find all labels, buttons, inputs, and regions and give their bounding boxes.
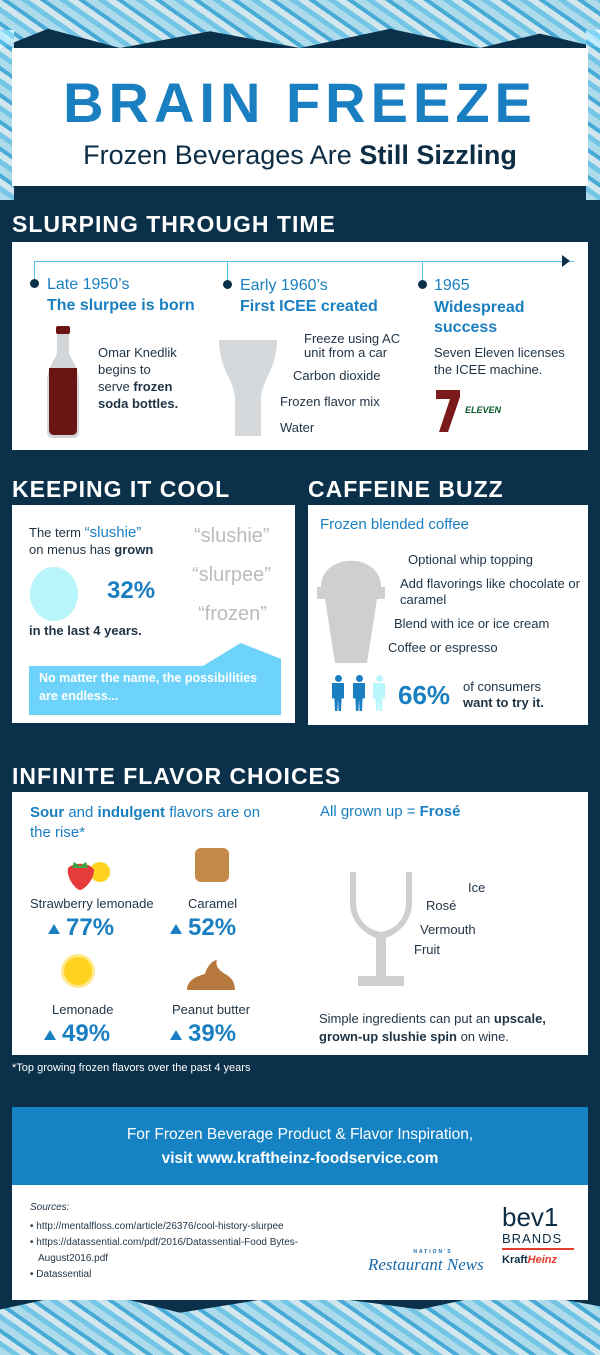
coffee-layer: Blend with ice or ice cream: [394, 616, 550, 631]
frost-decoration: [0, 30, 14, 200]
frose-title: All grown up = Frosé: [320, 803, 461, 820]
era-label: 1965: [434, 277, 470, 294]
term-frozen: “frozen”: [198, 603, 267, 625]
frost-decoration: [0, 0, 600, 48]
subtitle-text: Frozen Beverages Are: [83, 140, 360, 170]
seven-eleven-wordmark: ELEVEN: [465, 405, 502, 415]
caramel-icon: [195, 848, 229, 882]
event-desc: Omar Knedlik begins to serve frozen soda…: [98, 345, 179, 411]
peanut-butter-icon: [187, 960, 235, 990]
coffee-layer: Add flavorings like chocolate or caramel: [400, 576, 580, 607]
flavors-intro: Sour and indulgent flavors are on the ri…: [30, 804, 261, 841]
source-item: • Datassential: [30, 1269, 92, 1280]
frose-layer: Fruit: [414, 942, 440, 957]
header-panel: BRAIN FREEZE Frozen Beverages Are Still …: [12, 48, 588, 186]
source-item[interactable]: • http://mentalfloss.com/article/26376/c…: [30, 1221, 284, 1232]
cta-link[interactable]: visit www.kraftheinz-foodservice.com: [161, 1150, 439, 1167]
coffee-layer: Coffee or espresso: [388, 640, 498, 655]
frose-layer: Ice: [468, 880, 486, 895]
seven-eleven-logo: ELEVEN: [434, 388, 524, 434]
section-heading-caffeine: CAFFEINE BUZZ: [308, 476, 504, 502]
section-heading-flavors: INFINITE FLAVOR CHOICES: [12, 763, 342, 789]
caffeine-panel: Frozen blended coffee Optional whip topp…: [308, 505, 588, 725]
term-slushie: “slushie”: [194, 525, 270, 547]
subtitle-bold: Still Sizzling: [359, 140, 517, 170]
consumer-text: of consumers want to try it.: [463, 679, 544, 710]
possibilities-banner: No matter the name, the possibilities ar…: [39, 671, 258, 703]
flavor-name: Peanut butter: [172, 1002, 251, 1017]
event-title: First ICEE created: [240, 298, 378, 315]
consumer-percentage: 66%: [398, 680, 451, 710]
flavors-panel: Sour and indulgent flavors are on the ri…: [12, 792, 588, 1055]
up-arrow-icon: [170, 923, 182, 934]
source-item[interactable]: • https://datassential.com/pdf/2016/Data…: [30, 1237, 299, 1264]
cta-text: For Frozen Beverage Product & Flavor Ins…: [126, 1126, 474, 1143]
cup-diagram-icon: [219, 340, 277, 436]
layer-label: Freeze using AC unit from a car: [304, 331, 401, 360]
cool-panel: The term “slushie” on menus has grown 32%…: [12, 505, 295, 723]
coffee-layer: Optional whip topping: [408, 552, 534, 567]
event-title: The slurpee is born: [47, 297, 195, 314]
frose-layer: Vermouth: [420, 922, 476, 937]
person-icon: [353, 675, 365, 711]
frost-decoration: [586, 30, 600, 200]
bev1-brands-logo: bev1 BRANDS KraftHeinz: [502, 1203, 574, 1266]
seven-eleven-seven-icon: [436, 390, 460, 432]
timeline-dot: [418, 280, 427, 289]
flavor-name: Lemonade: [52, 1002, 114, 1017]
person-icon: [332, 675, 344, 711]
event-desc: Seven Eleven licenses the ICEE machine.: [434, 345, 565, 377]
timeline-dot: [223, 280, 232, 289]
strawberry-lemon-icon: [67, 862, 110, 890]
layer-label: Frozen flavor mix: [280, 394, 380, 409]
sources-label: Sources:: [30, 1202, 70, 1213]
up-arrow-icon: [170, 1029, 182, 1040]
era-label: Early 1960’s: [240, 277, 328, 294]
flavor-percentage: 77%: [48, 914, 114, 942]
flavor-name: Caramel: [188, 896, 238, 911]
slushie-stat-text: The term “slushie” on menus has grown: [29, 524, 154, 557]
person-icon: [373, 675, 385, 711]
footnote: *Top growing frozen flavors over the pas…: [12, 1062, 251, 1074]
lemon-icon: [61, 954, 95, 988]
frost-decoration: [0, 1290, 600, 1355]
era-label: Late 1950’s: [47, 276, 130, 293]
sources-panel: Sources: • http://mentalfloss.com/articl…: [12, 1185, 588, 1300]
frose-desc: Simple ingredients can put an upscale, g…: [319, 1011, 546, 1044]
wine-glass-icon: [350, 872, 412, 986]
flavor-percentage: 52%: [170, 914, 236, 942]
growth-percentage: 32%: [107, 577, 156, 604]
up-arrow-icon: [48, 923, 60, 934]
cta-banner: For Frozen Beverage Product & Flavor Ins…: [12, 1107, 588, 1185]
frose-layer: Rosé: [426, 898, 457, 913]
layer-label: Water: [280, 420, 315, 435]
flavor-name: Strawberry lemonade: [30, 896, 154, 911]
up-arrow-icon: [44, 1029, 56, 1040]
section-heading-cool: KEEPING IT COOL: [12, 476, 231, 502]
arrow-icon: [562, 255, 570, 267]
timeline-axis: [34, 261, 574, 262]
soda-bottle-icon: [47, 326, 79, 438]
event-title: Widespread success: [434, 299, 525, 336]
coffee-title: Frozen blended coffee: [320, 516, 469, 533]
period-text: in the last 4 years.: [29, 623, 142, 638]
timeline-dot: [30, 279, 39, 288]
pie-icon: [30, 567, 78, 621]
timeline-panel: Late 1950’s The slurpee is born Omar Kne…: [12, 242, 588, 450]
page-title: BRAIN FREEZE: [63, 71, 537, 134]
flavor-percentage: 39%: [170, 1020, 236, 1048]
coffee-cup-icon: [317, 560, 385, 663]
sources-list: • http://mentalfloss.com/article/26376/c…: [30, 1219, 330, 1283]
section-heading-timeline: SLURPING THROUGH TIME: [12, 211, 336, 237]
restaurant-news-logo: NATION'S Restaurant News: [368, 1249, 484, 1274]
layer-label: Carbon dioxide: [293, 368, 381, 383]
term-slurpee: “slurpee”: [192, 564, 271, 586]
flavor-percentage: 49%: [44, 1020, 110, 1048]
page-subtitle: Frozen Beverages Are Still Sizzling: [12, 140, 588, 171]
